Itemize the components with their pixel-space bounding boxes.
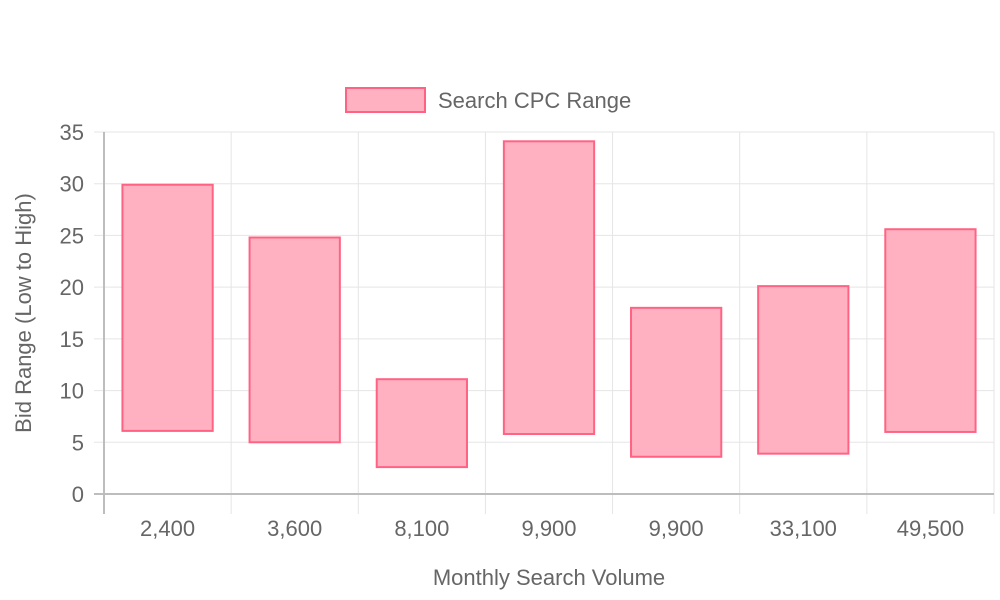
legend[interactable]: Search CPC Range xyxy=(345,87,631,113)
x-axis-title: Monthly Search Volume xyxy=(433,565,665,590)
range-bar[interactable] xyxy=(248,236,341,444)
y-axis-title: Bid Range (Low to High) xyxy=(11,193,36,433)
y-tick-label: 5 xyxy=(72,430,84,455)
y-tick-label: 20 xyxy=(60,275,84,300)
y-tick-label: 25 xyxy=(60,223,84,248)
range-bar[interactable] xyxy=(757,285,850,455)
x-tick-label: 9,900 xyxy=(649,516,704,541)
x-tick-label: 9,900 xyxy=(521,516,576,541)
range-bar[interactable] xyxy=(121,183,214,432)
y-tick-label: 30 xyxy=(60,172,84,197)
x-tick-label: 33,100 xyxy=(770,516,837,541)
y-tick-label: 15 xyxy=(60,327,84,352)
tick-labels: 0 5 10 15 20 25 30 35 2,400 3,600 8,100 9,900 9,900 3… xyxy=(60,120,965,541)
legend-label: Search CPC Range xyxy=(438,88,631,113)
range-bar[interactable] xyxy=(502,140,596,436)
y-tick-label: 0 xyxy=(72,482,84,507)
range-bar[interactable] xyxy=(884,228,977,433)
legend-swatch xyxy=(345,87,426,113)
bars xyxy=(121,140,977,469)
x-tick-label: 8,100 xyxy=(394,516,449,541)
x-tick-label: 49,500 xyxy=(897,516,964,541)
x-tick-label: 2,400 xyxy=(140,516,195,541)
range-bar[interactable] xyxy=(630,306,723,458)
y-tick-label: 10 xyxy=(60,379,84,404)
x-tick-label: 3,600 xyxy=(267,516,322,541)
range-bar[interactable] xyxy=(375,378,468,469)
y-tick-label: 35 xyxy=(60,120,84,145)
